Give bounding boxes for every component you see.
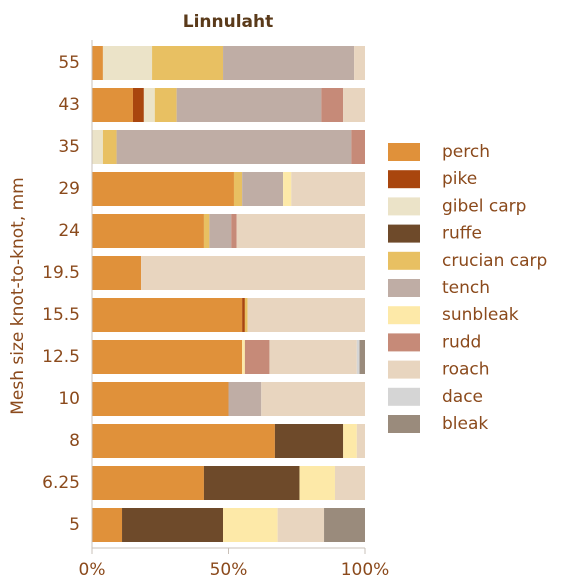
legend-label: gibel carp — [442, 196, 526, 216]
bar-segment — [299, 466, 335, 500]
legend-swatch — [388, 360, 420, 379]
legend-swatch — [388, 224, 420, 243]
bar-segment — [92, 424, 275, 458]
bar-segment — [261, 382, 365, 416]
y-tick-label: 19.5 — [42, 263, 80, 283]
bar-segment — [236, 214, 365, 248]
y-tick-label: 8 — [69, 431, 80, 451]
bar-segment — [354, 46, 365, 80]
chart-title: Linnulaht — [183, 12, 274, 32]
bar-segment — [274, 424, 344, 458]
bar-segment — [154, 88, 177, 122]
legend-label: crucian carp — [442, 251, 547, 271]
legend-swatch — [388, 143, 420, 161]
bar-segment — [343, 88, 365, 122]
x-tick-label: 100% — [341, 560, 390, 580]
bar-segment — [321, 88, 344, 122]
bar-segment — [92, 340, 243, 374]
y-tick-label: 10 — [58, 389, 80, 409]
y-tick-label: 5 — [69, 515, 80, 535]
bar-segment — [92, 298, 243, 332]
legend-label: roach — [442, 360, 490, 380]
y-tick-label: 55 — [58, 53, 80, 73]
bar-segment — [277, 508, 325, 542]
bar-segment — [269, 340, 357, 374]
bar-segment — [359, 340, 365, 374]
bar-segment — [223, 46, 355, 80]
bar-segment — [242, 298, 245, 332]
bar-segment — [92, 172, 234, 206]
bar-segment — [122, 508, 224, 542]
y-tick-label: 24 — [58, 221, 80, 241]
bar-segment — [92, 466, 204, 500]
bar-segment — [102, 46, 153, 80]
bar-segment — [356, 424, 365, 458]
bar-segment — [343, 424, 357, 458]
legend-swatch — [388, 333, 420, 352]
legend-label: ruffe — [442, 224, 482, 244]
x-tick-label: 50% — [210, 560, 248, 580]
bar-segment — [334, 466, 365, 500]
bar-segment — [102, 130, 117, 164]
bar-segment — [203, 214, 210, 248]
y-tick-label: 35 — [58, 137, 80, 157]
y-tick-label: 12.5 — [42, 347, 80, 367]
bar-segment — [247, 298, 365, 332]
y-tick-label: 43 — [58, 95, 80, 115]
bar-segment — [356, 340, 360, 374]
bar-segment — [351, 130, 365, 164]
legend-label: pike — [442, 169, 477, 189]
legend-swatch — [388, 197, 420, 216]
legend-swatch — [388, 251, 420, 270]
bar-segment — [92, 508, 123, 542]
legend-label: dace — [442, 387, 483, 407]
legend-label: rudd — [442, 332, 481, 352]
bar-segment — [203, 466, 300, 500]
bar-segment — [242, 172, 284, 206]
bar-segment — [231, 214, 237, 248]
y-tick-label: 15.5 — [42, 305, 80, 325]
bar-segment — [233, 172, 243, 206]
bar-segment — [143, 88, 155, 122]
legend-label: bleak — [442, 414, 488, 434]
bar-segment — [223, 508, 278, 542]
bar-segment — [92, 256, 142, 290]
bar-segment — [209, 214, 232, 248]
bar-segment — [92, 46, 103, 80]
bar-segment — [92, 382, 229, 416]
legend-swatch — [388, 306, 420, 325]
bar-segment — [141, 256, 365, 290]
bar-segment — [244, 298, 248, 332]
y-tick-label: 29 — [58, 179, 80, 199]
legend-swatch — [388, 387, 420, 406]
bar-segment — [92, 214, 204, 248]
bar-segment — [132, 88, 144, 122]
legend-label: sunbleak — [442, 305, 519, 325]
legend-swatch — [388, 415, 420, 433]
bar-segment — [291, 172, 365, 206]
bar-segment — [244, 340, 270, 374]
bar-segment — [92, 130, 103, 164]
bar-segment — [152, 46, 224, 80]
bar-segment — [92, 88, 133, 122]
y-axis-label: Mesh size knot-to-knot, mm — [8, 177, 28, 414]
y-tick-label: 6.25 — [42, 473, 80, 493]
bar-segment — [116, 130, 352, 164]
legend-label: tench — [442, 278, 490, 298]
bar-segment — [324, 508, 365, 542]
bar-segment — [283, 172, 292, 206]
bar-segment — [176, 88, 322, 122]
bar-segment — [242, 340, 245, 374]
legend-swatch — [388, 170, 420, 189]
legend-swatch — [388, 279, 420, 297]
bar-segment — [228, 382, 262, 416]
x-tick-label: 0% — [79, 560, 106, 580]
legend-label: perch — [442, 142, 490, 162]
